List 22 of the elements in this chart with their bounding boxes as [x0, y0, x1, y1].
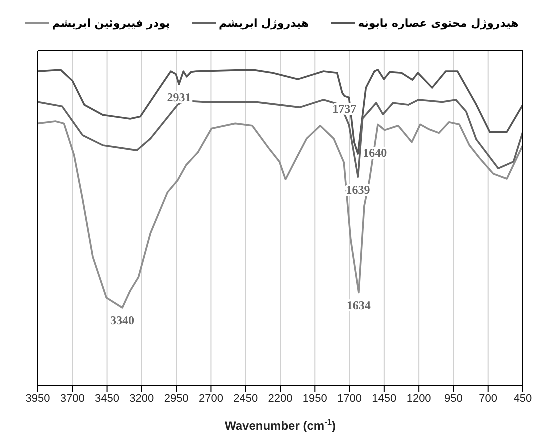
x-tick-label: 2450 [234, 392, 258, 405]
x-tick-label: 1200 [406, 392, 432, 405]
annotation: 2931 [167, 90, 192, 104]
legend-label: پودر فیبروئین ابریشم [52, 16, 170, 30]
x-tick-label: 3450 [95, 392, 120, 405]
x-tick-label: 2200 [268, 392, 293, 405]
x-tick-label: 1450 [372, 392, 397, 405]
x-tick-label: 3700 [60, 392, 85, 405]
legend-label: هیدروژل ابریشم [219, 16, 310, 30]
x-tick-label: 450 [514, 392, 532, 405]
x-tick-label: 2950 [164, 392, 189, 405]
annotation: 1634 [346, 298, 371, 313]
x-tick-label: 950 [444, 392, 463, 405]
x-tick-label: 700 [479, 392, 498, 405]
legend-label: هیدروژل محتوی عصاره بابونه [358, 16, 519, 30]
x-tick-label: 1950 [302, 392, 328, 405]
x-tick-label: 3200 [130, 392, 154, 405]
x-tick-label: 1700 [338, 392, 362, 405]
annotation: 3340 [110, 314, 135, 328]
x-tick-label: 3950 [26, 392, 50, 405]
x-tick-label: 2700 [198, 392, 224, 405]
x-axis-title: Wavenumber (cm$^{-1}$) [224, 417, 336, 433]
